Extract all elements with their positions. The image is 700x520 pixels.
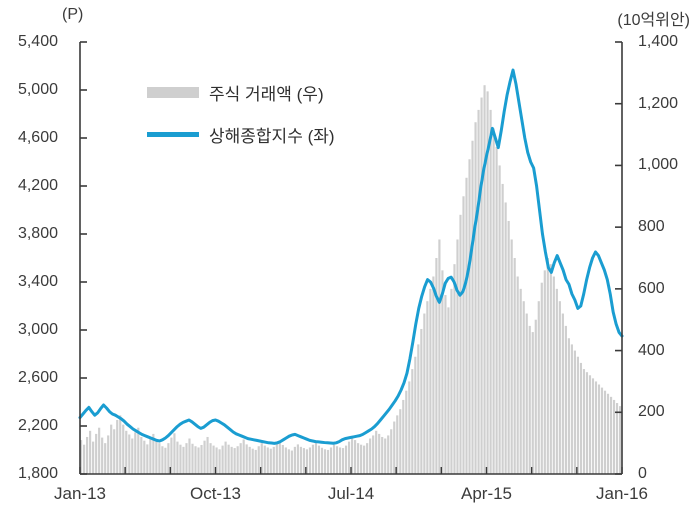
x-axis-tick-apr-15: Apr-15 xyxy=(460,484,513,503)
left-axis-tick-3800: 3,800 xyxy=(17,225,58,242)
index-line-series xyxy=(78,68,624,445)
x-axis-tick-jan-16: Jan-16 xyxy=(596,484,648,503)
legend-swatch-line-icon xyxy=(147,132,199,137)
right-axis-tick-400: 400 xyxy=(638,341,665,359)
right-axis-tick-1200: 1,200 xyxy=(638,94,679,112)
right-axis-tick-1400: 1,400 xyxy=(638,33,679,50)
right-axis-tick-600: 600 xyxy=(638,279,665,297)
left-axis-tick-1800: 1,800 xyxy=(17,465,58,482)
left-axis-tick-3000: 3,000 xyxy=(17,321,58,338)
left-axis-tick-4600: 4,600 xyxy=(17,129,58,146)
x-axis-tick-jan-13: Jan-13 xyxy=(54,484,106,503)
legend-label-index: 상해종합지수 (좌) xyxy=(209,127,335,146)
right-axis-tick-1000: 1,000 xyxy=(638,156,679,174)
right-axis-tick-200: 200 xyxy=(638,403,665,421)
right-axis-unit-label: (10억위안) xyxy=(617,12,690,29)
legend-swatch-bar-icon xyxy=(147,87,199,98)
legend-item-volume: 주식 거래액 (우) xyxy=(147,80,324,105)
chart-axes xyxy=(79,41,623,475)
left-axis-tick-5400: 5,400 xyxy=(17,33,58,50)
right-axis-tick-800: 800 xyxy=(638,218,665,236)
right-axis-tick-0: 0 xyxy=(638,465,647,482)
legend-item-index: 상해종합지수 (좌) xyxy=(147,122,335,147)
x-axis-tick-jul-14: Jul-14 xyxy=(327,484,375,503)
legend-label-volume: 주식 거래액 (우) xyxy=(209,85,324,104)
left-axis-tick-3400: 3,400 xyxy=(17,273,58,290)
left-axis-unit-label: (P) xyxy=(62,6,84,23)
left-axis-tick-5000: 5,000 xyxy=(17,81,58,98)
x-axis-tick-oct-13: Oct-13 xyxy=(189,484,242,503)
left-axis-tick-4200: 4,200 xyxy=(17,177,58,194)
left-axis-tick-2200: 2,200 xyxy=(17,417,58,434)
volume-bars-series xyxy=(80,85,622,475)
left-axis-tick-2600: 2,600 xyxy=(17,369,58,386)
